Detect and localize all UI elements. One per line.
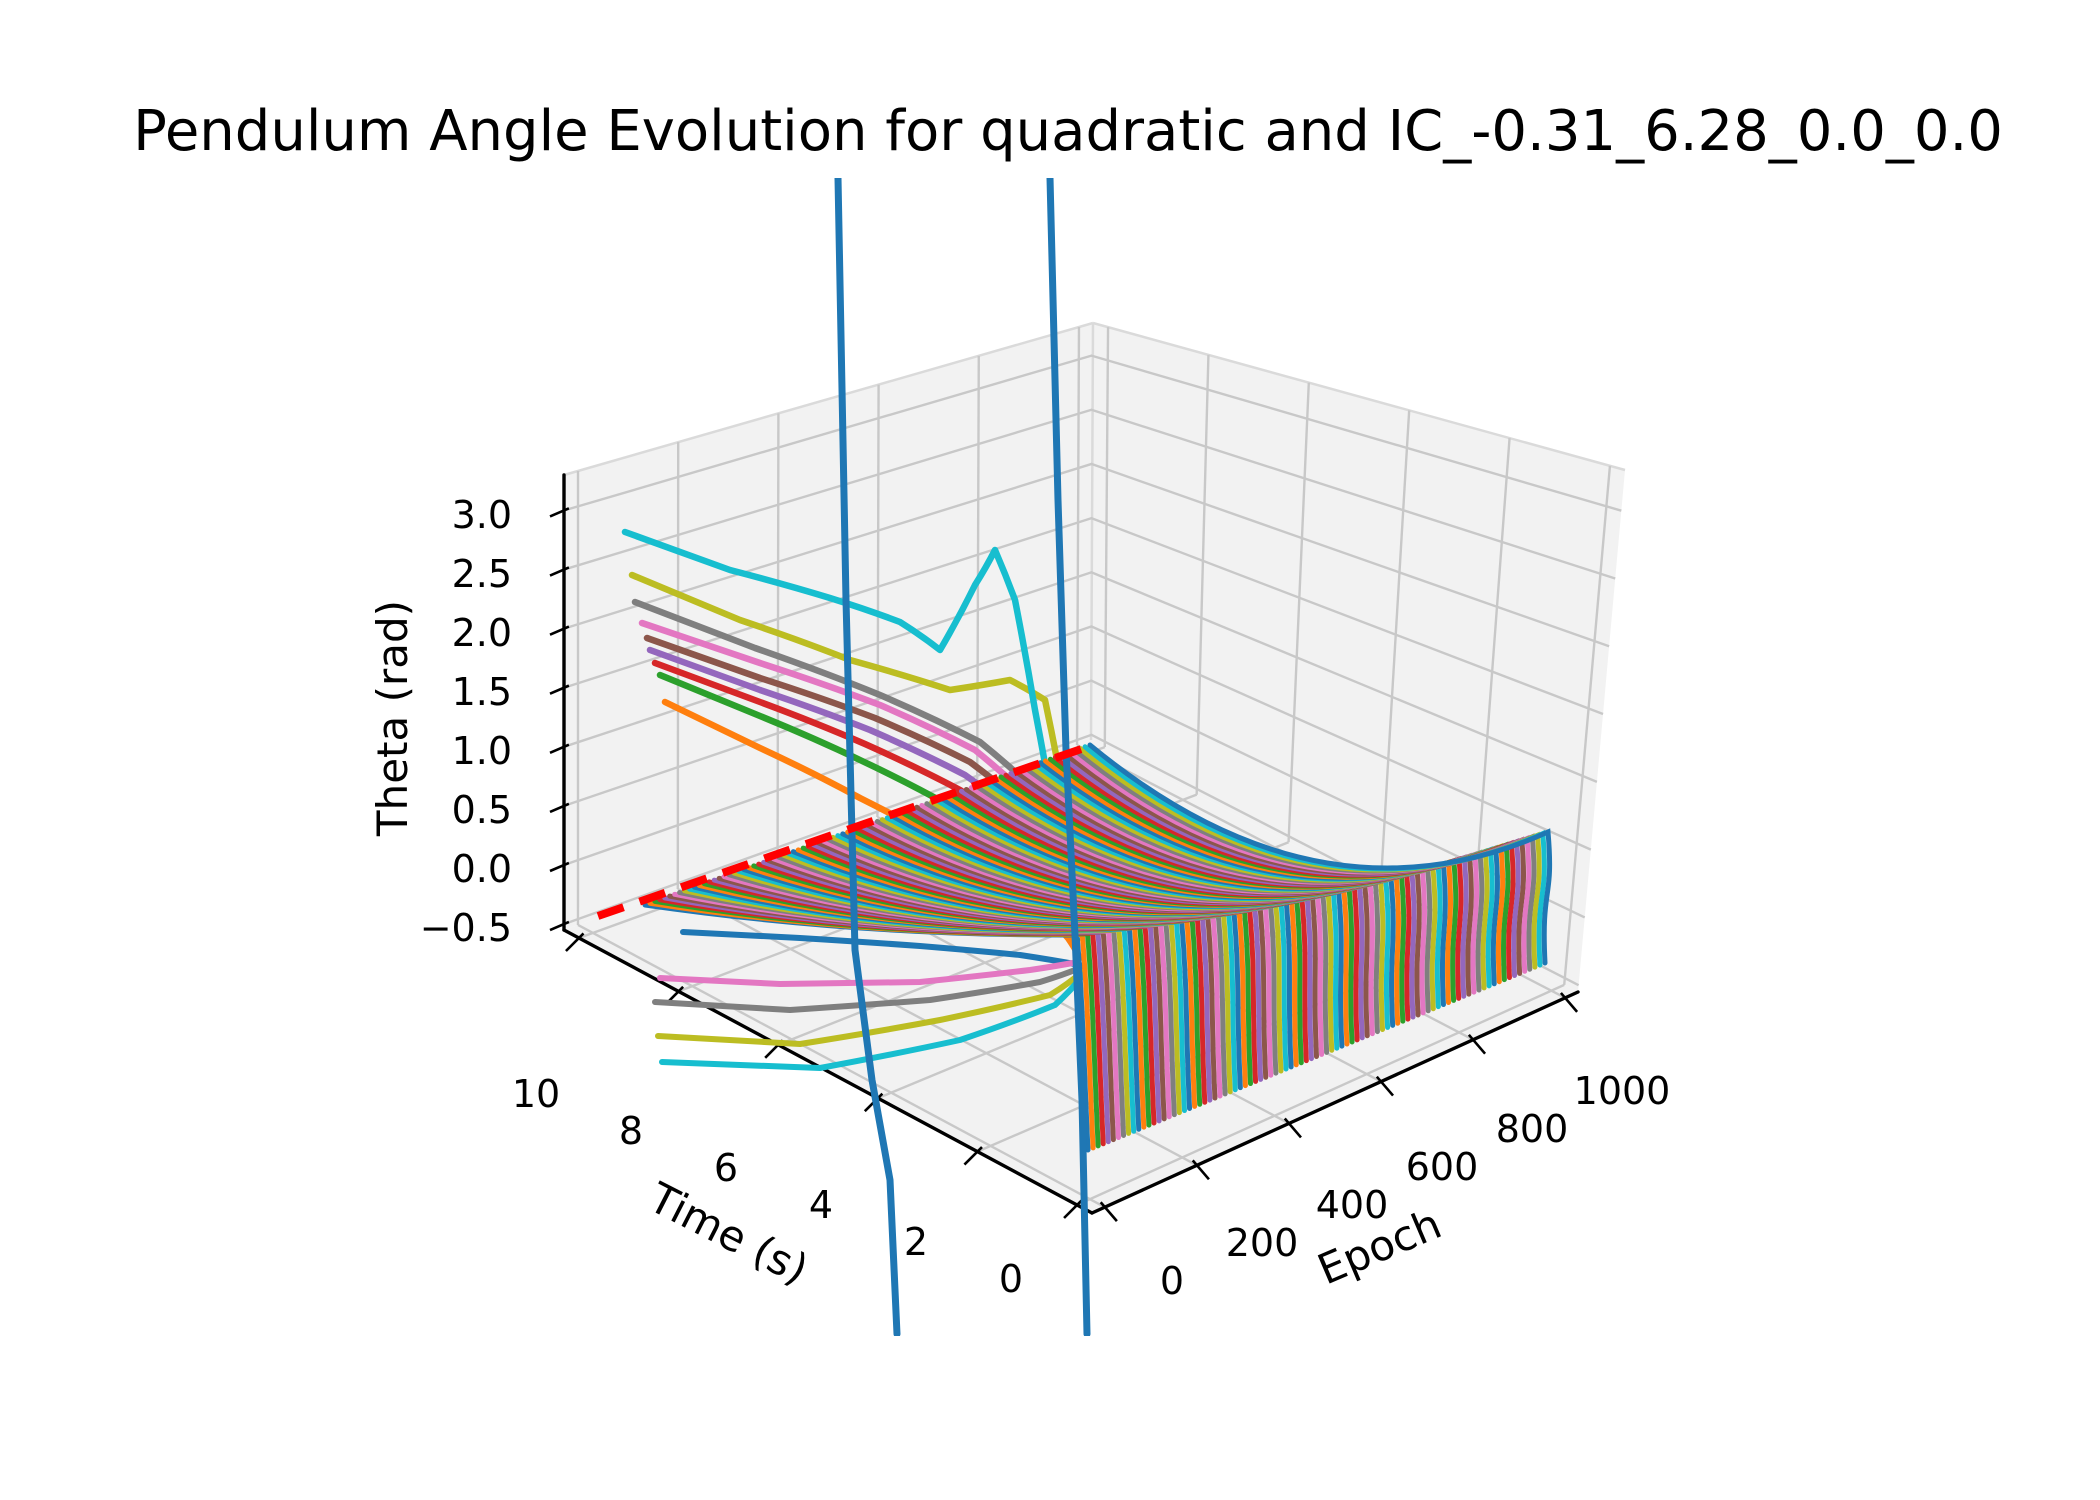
z-tick xyxy=(549,920,570,932)
z-tick-label: −0.5 xyxy=(420,906,512,950)
epoch-tick xyxy=(1559,992,1579,1013)
grid-leftpane-z xyxy=(563,516,1093,689)
z-tick-label: 2.0 xyxy=(452,611,512,655)
time-tick-label: 0 xyxy=(999,1257,1023,1301)
low-epoch-flat-curve xyxy=(652,965,1083,1013)
epoch-tick xyxy=(1099,1201,1118,1222)
z-tick-label: 0.0 xyxy=(452,847,512,891)
converged-trajectory-epoch-1000 xyxy=(1087,742,1553,966)
grid-rightpane-z xyxy=(1090,516,1604,716)
time-axis-spine xyxy=(562,928,1094,1215)
x-axis-label: Time (s) xyxy=(641,1173,816,1295)
time-tick-label: 2 xyxy=(904,1220,928,1264)
z-tick xyxy=(549,507,570,518)
grid-rightpane-time xyxy=(1563,465,1612,985)
epoch0-parabola-left-arm xyxy=(834,178,901,1336)
z-tick xyxy=(549,566,570,577)
z-tick-label: 1.0 xyxy=(452,729,512,773)
early-epoch-trajectory xyxy=(621,528,1081,904)
grid-leftpane-z xyxy=(563,570,1093,748)
axis-spines xyxy=(549,473,1580,1222)
grid-rightpane-z xyxy=(1090,571,1598,783)
z-tick-label: 1.5 xyxy=(452,670,512,714)
pane-edge xyxy=(1089,322,1095,741)
time-tick xyxy=(963,1146,983,1166)
grid-rightpane-z xyxy=(1090,408,1616,580)
grid-leftpane-epoch xyxy=(876,384,880,818)
grid-leftpane-z xyxy=(563,462,1093,630)
low-epoch-flat-curve xyxy=(680,929,1083,968)
z-axis-label: Theta (rad) xyxy=(368,600,417,837)
right-pane xyxy=(1091,323,1625,992)
epoch-tick-label: 200 xyxy=(1226,1221,1299,1265)
low-epoch-flat-curve xyxy=(659,972,1086,1071)
time-tick-label: 6 xyxy=(714,1146,738,1190)
time-tick-label: 4 xyxy=(809,1183,833,1227)
trajectory-curves xyxy=(596,178,1553,1336)
grid-rightpane-time xyxy=(1379,410,1411,890)
grid-leftpane-z xyxy=(563,354,1093,512)
chart-title: Pendulum Angle Evolution for quadratic a… xyxy=(133,99,2003,164)
z-tick-label: 2.5 xyxy=(452,552,512,596)
time-tick-label: 10 xyxy=(512,1072,560,1116)
z-tick-label: 3.0 xyxy=(452,493,512,537)
z-tick xyxy=(549,625,570,636)
grid-leftpane-epoch xyxy=(1075,327,1081,746)
grid-floor-time xyxy=(1076,983,1565,1207)
z-tick xyxy=(549,743,570,755)
grid-rightpane-time xyxy=(1195,354,1210,795)
grid-leftpane-z xyxy=(563,679,1093,867)
epoch-tick-label: 400 xyxy=(1316,1183,1389,1227)
left-pane xyxy=(564,323,1093,930)
z-tick xyxy=(549,684,570,695)
tick-labels: −0.5 0.0 0.5 1.0 1.5 2.0 2.5 3.0 0 2 4 6 8 10 0 200 400 6… xyxy=(420,493,1671,1303)
time-tick xyxy=(1063,1199,1083,1219)
grid-rightpane-z xyxy=(1090,625,1592,851)
z-tick xyxy=(549,802,570,814)
grid-rightpane-z xyxy=(1090,462,1610,648)
pane-edge xyxy=(563,321,1094,477)
pane-edge xyxy=(1092,321,1626,472)
epoch0-parabola-right-arm xyxy=(1046,178,1091,1336)
epoch-tick-label: 1000 xyxy=(1574,1069,1671,1113)
grid-rightpane-time xyxy=(1103,327,1110,748)
epoch-tick xyxy=(1467,1033,1487,1055)
epoch-tick xyxy=(1283,1117,1302,1139)
epoch-tick-label: 800 xyxy=(1496,1107,1569,1151)
z-tick xyxy=(549,861,570,873)
epoch-tick-label: 600 xyxy=(1406,1145,1479,1189)
epoch-tick-label: 0 xyxy=(1160,1259,1184,1303)
epoch-tick xyxy=(1191,1159,1210,1181)
low-epoch-flat-curve xyxy=(657,959,1081,987)
grid-leftpane-epoch xyxy=(976,355,980,782)
grid-rightpane-time xyxy=(1287,382,1311,843)
time-tick xyxy=(565,932,585,952)
epoch-tick xyxy=(1375,1075,1395,1097)
grid-rightpane-z xyxy=(1090,354,1622,512)
time-tick-label: 8 xyxy=(619,1109,643,1153)
z-tick-label: 0.5 xyxy=(452,788,512,832)
epoch-axis-spine xyxy=(1090,990,1580,1215)
low-epoch-flat-curve xyxy=(655,969,1085,1047)
